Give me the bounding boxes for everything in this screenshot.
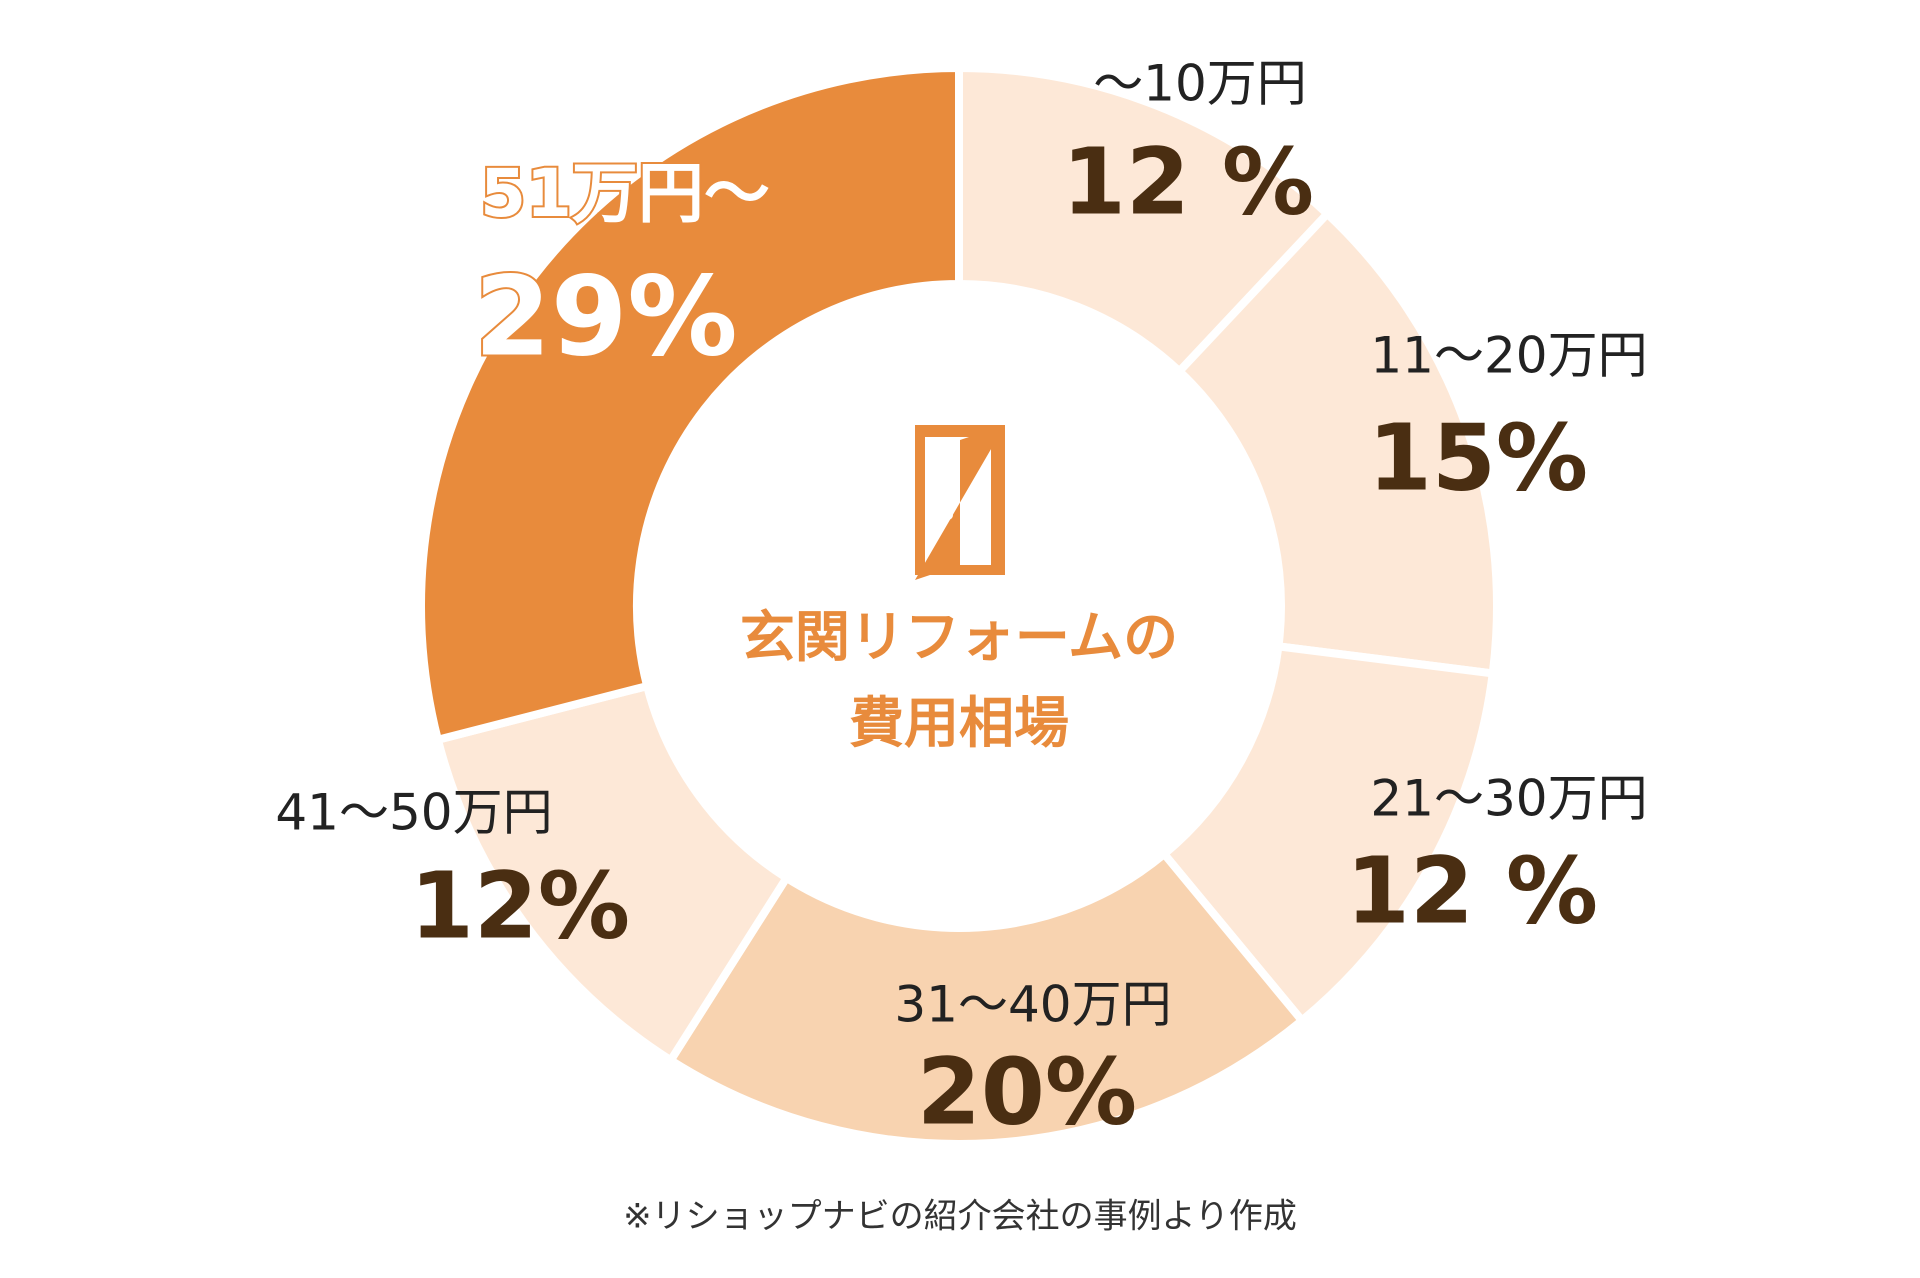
center-label: 費用相場: [849, 691, 1069, 755]
donut-slice: [417, 63, 963, 745]
slice-label: 51万円〜: [480, 155, 770, 232]
value-label: 12%: [410, 852, 630, 959]
donut-slice: [665, 848, 1308, 1148]
slice-label: 41〜50万円: [275, 784, 552, 842]
value-label: 29%: [474, 252, 737, 380]
value-label: 12 %: [1346, 837, 1598, 944]
slice-label: 31〜40万円: [894, 976, 1171, 1034]
donut-slice: [1173, 208, 1501, 678]
value-label: 20%: [917, 1038, 1137, 1145]
value-label: 12 %: [1062, 128, 1314, 235]
slice-label: 11〜20万円: [1370, 327, 1647, 385]
footnote: ※リショップナビの紹介会社の事例より作成: [623, 1197, 1297, 1237]
center-label: 玄関リフォームの: [740, 605, 1178, 669]
door-icon: [915, 425, 1005, 580]
value-label: 15%: [1368, 404, 1588, 511]
slice-label: 21〜30万円: [1370, 770, 1647, 828]
slice-label: 〜10万円: [1093, 55, 1307, 113]
